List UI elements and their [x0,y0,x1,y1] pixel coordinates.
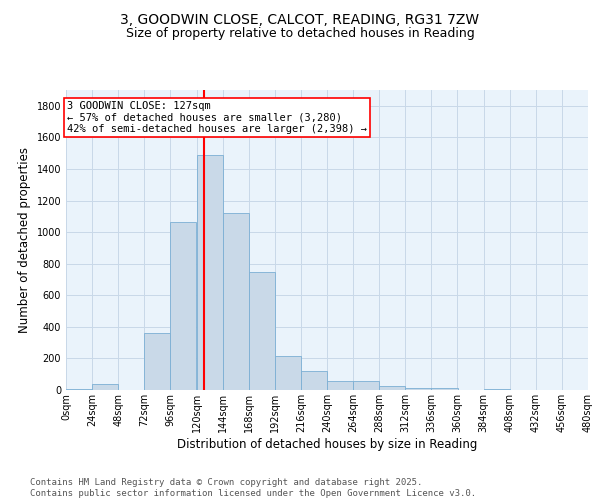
Bar [379,386,406,390]
Bar [406,388,431,390]
Bar [92,384,118,390]
Text: 3, GOODWIN CLOSE, CALCOT, READING, RG31 7ZW: 3, GOODWIN CLOSE, CALCOT, READING, RG31 … [121,12,479,26]
Bar [484,389,510,390]
Text: 3 GOODWIN CLOSE: 127sqm
← 57% of detached houses are smaller (3,280)
42% of semi: 3 GOODWIN CLOSE: 127sqm ← 57% of detache… [67,101,367,134]
Bar [431,388,458,390]
Bar [223,213,249,390]
Bar [275,356,301,390]
Text: Contains HM Land Registry data © Crown copyright and database right 2025.
Contai: Contains HM Land Registry data © Crown c… [30,478,476,498]
Bar [145,333,170,390]
Bar [301,371,327,390]
Bar [66,389,92,390]
Bar [327,382,353,390]
Bar [353,382,379,390]
Bar [170,222,196,390]
Y-axis label: Number of detached properties: Number of detached properties [18,147,31,333]
Text: Size of property relative to detached houses in Reading: Size of property relative to detached ho… [125,28,475,40]
Bar [249,272,275,390]
Bar [197,154,223,390]
X-axis label: Distribution of detached houses by size in Reading: Distribution of detached houses by size … [177,438,477,450]
